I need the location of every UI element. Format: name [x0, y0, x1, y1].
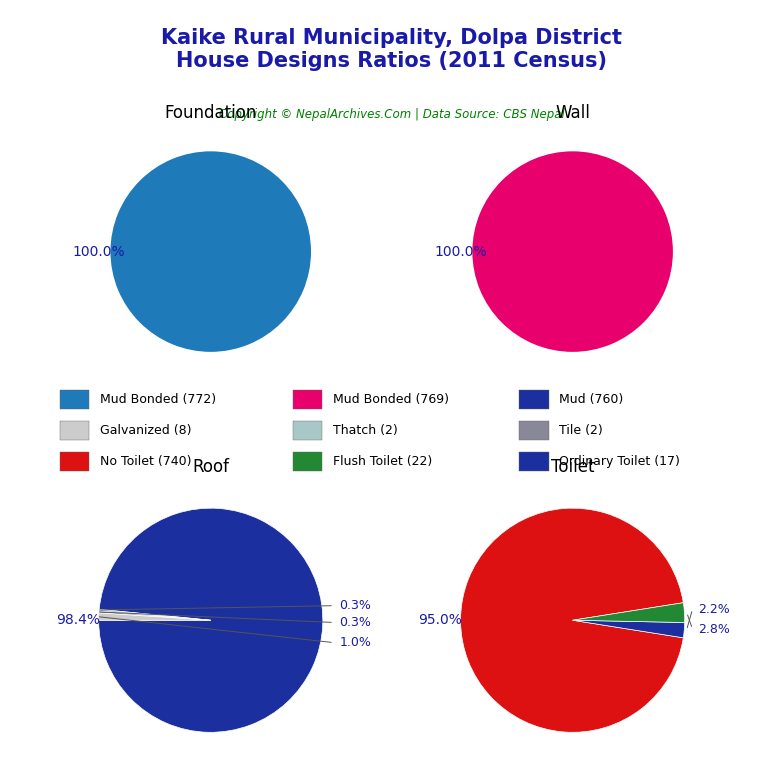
Text: 95.0%: 95.0% [418, 613, 462, 627]
Text: 100.0%: 100.0% [72, 244, 125, 259]
Text: 0.3%: 0.3% [339, 616, 372, 629]
Text: Kaike Rural Municipality, Dolpa District
House Designs Ratios (2011 Census): Kaike Rural Municipality, Dolpa District… [161, 28, 622, 71]
Wedge shape [98, 613, 210, 621]
Bar [60, 452, 89, 471]
Title: Wall: Wall [555, 104, 590, 122]
Wedge shape [99, 609, 210, 621]
Bar [519, 452, 548, 471]
Text: Thatch (2): Thatch (2) [333, 424, 398, 437]
Text: Ordinary Toilet (17): Ordinary Toilet (17) [559, 455, 680, 468]
Wedge shape [472, 151, 673, 352]
Text: 2.2%: 2.2% [698, 603, 730, 615]
Text: 2.8%: 2.8% [698, 623, 730, 636]
Text: Tile (2): Tile (2) [559, 424, 603, 437]
Text: 1.0%: 1.0% [339, 636, 372, 649]
Text: Mud Bonded (769): Mud Bonded (769) [333, 393, 449, 406]
Wedge shape [573, 621, 684, 637]
Wedge shape [99, 611, 210, 621]
Text: Mud Bonded (772): Mud Bonded (772) [100, 393, 216, 406]
Title: Toilet: Toilet [551, 458, 594, 476]
Bar [60, 421, 89, 440]
Wedge shape [573, 603, 685, 623]
Bar [293, 421, 323, 440]
Bar [293, 452, 323, 471]
Wedge shape [461, 508, 684, 733]
Bar [519, 390, 548, 409]
Text: Galvanized (8): Galvanized (8) [100, 424, 191, 437]
Bar [60, 390, 89, 409]
Text: 98.4%: 98.4% [56, 613, 100, 627]
Text: Mud (760): Mud (760) [559, 393, 624, 406]
Text: Flush Toilet (22): Flush Toilet (22) [333, 455, 432, 468]
Text: No Toilet (740): No Toilet (740) [100, 455, 191, 468]
Wedge shape [98, 508, 323, 733]
Bar [293, 390, 323, 409]
Text: 100.0%: 100.0% [434, 244, 487, 259]
Wedge shape [111, 151, 311, 352]
Text: Copyright © NepalArchives.Com | Data Source: CBS Nepal: Copyright © NepalArchives.Com | Data Sou… [219, 108, 564, 121]
Title: Foundation: Foundation [164, 104, 257, 122]
Bar [519, 421, 548, 440]
Text: 0.3%: 0.3% [339, 599, 372, 612]
Title: Roof: Roof [192, 458, 229, 476]
